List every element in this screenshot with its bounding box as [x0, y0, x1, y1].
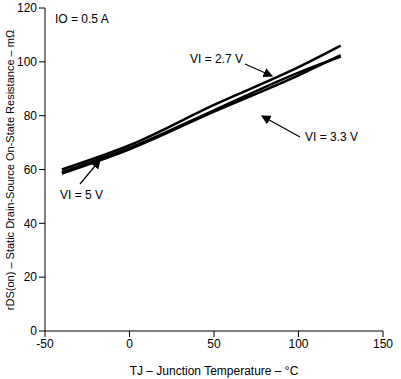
- svg-text:100: 100: [17, 55, 37, 69]
- svg-text:20: 20: [24, 270, 38, 284]
- html-text:VI = 5 V: VI = 5 V: [60, 188, 103, 202]
- svg-text:150: 150: [373, 337, 393, 351]
- svg-text:0: 0: [126, 337, 133, 351]
- svg-text:50: 50: [207, 337, 221, 351]
- html-text:IO = 0.5 A: IO = 0.5 A: [55, 12, 109, 26]
- html-text:VI = 2.7 V: VI = 2.7 V: [190, 52, 243, 66]
- svg-text:TJ – Junction Temperature – °C: TJ – Junction Temperature – °C: [130, 364, 299, 378]
- svg-text:0: 0: [30, 324, 37, 338]
- html-text:rDS(on) – Static Drain-Source: rDS(on) – Static Drain-Source On-State R…: [4, 29, 16, 311]
- svg-text:60: 60: [24, 163, 38, 177]
- svg-text:100: 100: [288, 337, 308, 351]
- svg-text:80: 80: [24, 109, 38, 123]
- svg-text:40: 40: [24, 217, 38, 231]
- svg-text:-50: -50: [36, 337, 54, 351]
- html-text:VI = 3.3 V: VI = 3.3 V: [305, 130, 358, 144]
- svg-text:120: 120: [17, 1, 37, 15]
